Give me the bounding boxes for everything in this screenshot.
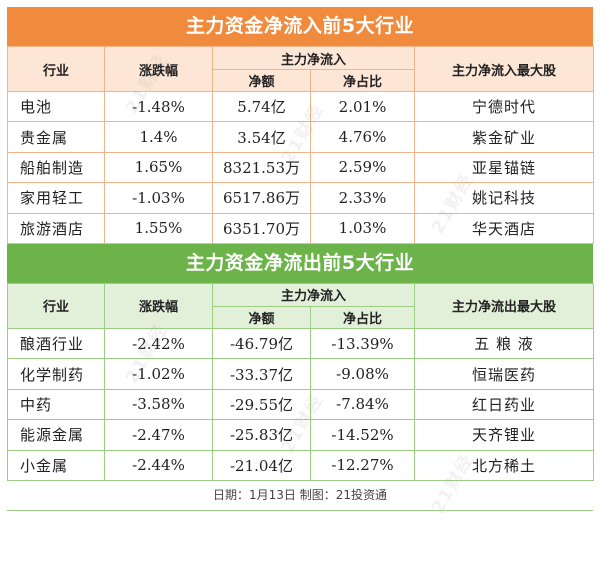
change-cell: 1.55% bbox=[104, 212, 213, 244]
change-cell: -1.48% bbox=[104, 90, 213, 123]
header-main-net: 主力净流入 bbox=[211, 282, 416, 307]
stock-cell: 姚记科技 bbox=[414, 182, 595, 214]
ratio-cell: 2.59% bbox=[309, 151, 416, 184]
amount-cell: -25.83亿 bbox=[212, 419, 311, 451]
industry-cell: 能源金属 bbox=[7, 419, 105, 451]
table-row: 电池 -1.48% 5.74亿 2.01% 宁德时代 bbox=[7, 90, 595, 123]
table-row: 中药 -3.58% -29.55亿 -7.84% 红日药业 bbox=[7, 388, 595, 421]
header-amount: 净额 bbox=[212, 305, 311, 329]
amount-cell: -33.37亿 bbox=[212, 358, 311, 390]
outflow-title: 主力资金净流出前5大行业 bbox=[7, 243, 593, 283]
stock-cell: 五 粮 液 bbox=[414, 327, 595, 360]
stock-cell: 紫金矿业 bbox=[414, 121, 595, 153]
stock-cell: 亚星锚链 bbox=[414, 151, 595, 184]
stock-cell: 红日药业 bbox=[414, 388, 595, 421]
industry-cell: 贵金属 bbox=[7, 121, 105, 153]
header-change: 涨跌幅 bbox=[104, 46, 213, 92]
table-row: 家用轻工 -1.03% 6517.86万 2.33% 姚记科技 bbox=[7, 182, 595, 214]
ratio-cell: 2.33% bbox=[309, 182, 416, 214]
change-cell: -1.03% bbox=[104, 182, 213, 214]
amount-cell: 6517.86万 bbox=[212, 182, 311, 214]
header-industry: 行业 bbox=[7, 46, 105, 92]
ratio-cell: -13.39% bbox=[309, 327, 416, 360]
industry-cell: 化学制药 bbox=[7, 358, 105, 390]
inflow-title: 主力资金净流入前5大行业 bbox=[7, 7, 593, 46]
inflow-table: 行业 涨跌幅 主力净流入 主力净流入最大股 净额 净占比 电池 -1.48% 5… bbox=[7, 46, 595, 244]
table-row: 能源金属 -2.47% -25.83亿 -14.52% 天齐锂业 bbox=[7, 419, 595, 451]
amount-cell: -46.79亿 bbox=[212, 327, 311, 360]
table-row: 化学制药 -1.02% -33.37亿 -9.08% 恒瑞医药 bbox=[7, 358, 595, 390]
change-cell: 1.65% bbox=[104, 151, 213, 184]
change-cell: -2.44% bbox=[104, 449, 213, 481]
industry-cell: 中药 bbox=[7, 388, 105, 421]
stock-cell: 天齐锂业 bbox=[414, 419, 595, 451]
industry-cell: 旅游酒店 bbox=[7, 212, 105, 244]
change-cell: -2.47% bbox=[104, 419, 213, 451]
amount-cell: 5.74亿 bbox=[212, 90, 311, 123]
amount-cell: -21.04亿 bbox=[212, 449, 311, 481]
ratio-cell: 1.03% bbox=[309, 212, 416, 244]
table-row: 酿酒行业 -2.42% -46.79亿 -13.39% 五 粮 液 bbox=[7, 327, 595, 360]
ratio-cell: -7.84% bbox=[309, 388, 416, 421]
amount-cell: -29.55亿 bbox=[212, 388, 311, 421]
ratio-cell: 4.76% bbox=[309, 121, 416, 153]
amount-cell: 3.54亿 bbox=[212, 121, 311, 153]
footer-note: 日期：1月13日 制图：21投资通 bbox=[7, 481, 593, 511]
ratio-cell: -12.27% bbox=[309, 449, 416, 481]
header-ratio: 净占比 bbox=[309, 305, 416, 329]
amount-cell: 8321.53万 bbox=[212, 151, 311, 184]
header-amount: 净额 bbox=[212, 69, 311, 92]
outflow-table: 行业 涨跌幅 主力净流入 主力净流出最大股 净额 净占比 酿酒行业 -2.42%… bbox=[7, 282, 595, 481]
industry-cell: 家用轻工 bbox=[7, 182, 105, 214]
table-row: 小金属 -2.44% -21.04亿 -12.27% 北方稀土 bbox=[7, 449, 595, 481]
change-cell: -3.58% bbox=[104, 388, 213, 421]
header-industry: 行业 bbox=[7, 282, 105, 329]
stock-cell: 宁德时代 bbox=[414, 90, 595, 123]
ratio-cell: -14.52% bbox=[309, 419, 416, 451]
stock-cell: 北方稀土 bbox=[414, 449, 595, 481]
industry-cell: 酿酒行业 bbox=[7, 327, 105, 360]
amount-cell: 6351.70万 bbox=[212, 212, 311, 244]
header-top-stock: 主力净流出最大股 bbox=[414, 282, 595, 329]
stock-cell: 恒瑞医药 bbox=[414, 358, 595, 390]
industry-cell: 船舶制造 bbox=[7, 151, 105, 184]
industry-cell: 小金属 bbox=[7, 449, 105, 481]
header-ratio: 净占比 bbox=[309, 69, 416, 92]
ratio-cell: 2.01% bbox=[309, 90, 416, 123]
table-row: 旅游酒店 1.55% 6351.70万 1.03% 华天酒店 bbox=[7, 212, 595, 244]
ratio-cell: -9.08% bbox=[309, 358, 416, 390]
stock-cell: 华天酒店 bbox=[414, 212, 595, 244]
table-row: 贵金属 1.4% 3.54亿 4.76% 紫金矿业 bbox=[7, 121, 595, 153]
industry-cell: 电池 bbox=[7, 90, 105, 123]
header-change: 涨跌幅 bbox=[104, 282, 213, 329]
fund-flow-report: 主力资金净流入前5大行业 行业 涨跌幅 主力净流入 主力净流入最大股 净额 净占… bbox=[7, 7, 595, 511]
table-row: 船舶制造 1.65% 8321.53万 2.59% 亚星锚链 bbox=[7, 151, 595, 184]
change-cell: -1.02% bbox=[104, 358, 213, 390]
change-cell: -2.42% bbox=[104, 327, 213, 360]
change-cell: 1.4% bbox=[104, 121, 213, 153]
header-top-stock: 主力净流入最大股 bbox=[414, 46, 595, 92]
header-main-net: 主力净流入 bbox=[211, 46, 416, 70]
